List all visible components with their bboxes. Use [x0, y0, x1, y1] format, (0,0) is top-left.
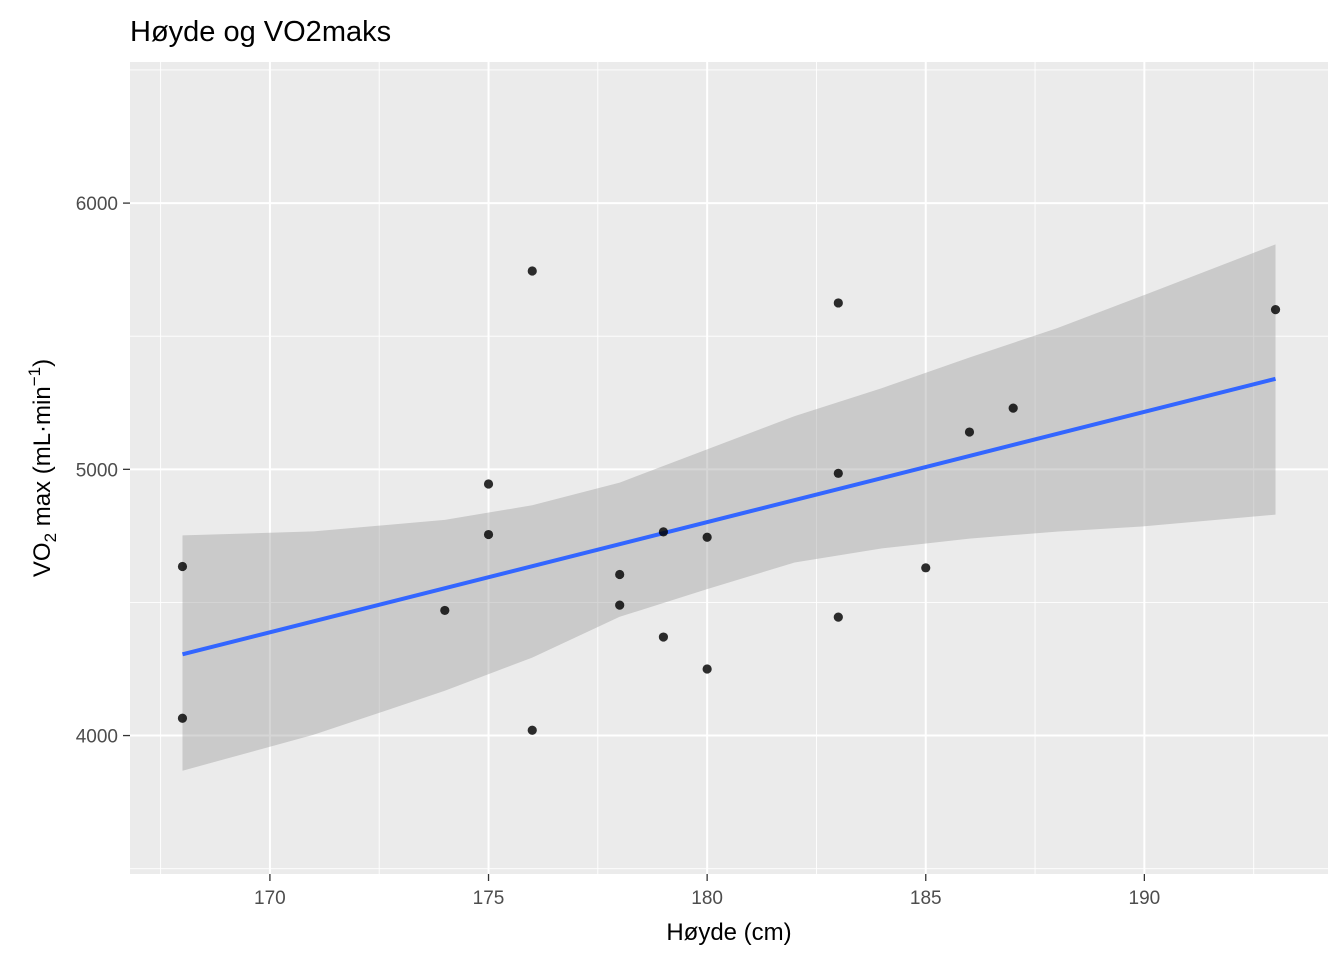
data-point — [702, 532, 712, 542]
data-point — [833, 612, 843, 622]
y-axis-title-prefix: VO — [29, 542, 56, 577]
x-axis: 170 175 180 185 190 — [254, 874, 1160, 909]
y-tick-label: 4000 — [76, 727, 118, 748]
y-axis: 4000 5000 6000 — [76, 194, 130, 748]
data-point — [483, 529, 494, 540]
data-point — [440, 605, 450, 616]
data-points — [177, 266, 1281, 735]
data-point — [483, 479, 494, 489]
data-point — [658, 527, 669, 537]
data-point — [658, 632, 669, 642]
data-point — [702, 664, 712, 674]
grid-major-y — [130, 202, 1328, 737]
data-point — [833, 468, 843, 478]
y-axis-title-middle: max (mL·min — [29, 386, 56, 533]
trend-line — [181, 376, 1277, 657]
y-axis-title-suffix: ) — [29, 359, 56, 367]
x-tick-label: 175 — [473, 888, 505, 909]
data-point — [527, 725, 537, 735]
x-tick-label: 170 — [254, 888, 286, 909]
data-point — [833, 298, 843, 308]
data-point — [177, 561, 188, 572]
y-tick-label: 5000 — [76, 460, 118, 481]
chart-title: Høyde og VO2maks — [130, 16, 391, 48]
data-point — [615, 600, 625, 610]
data-point — [527, 266, 537, 276]
x-tick-label: 180 — [691, 888, 723, 909]
y-axis-title: VO2 max (mL·min−1) — [25, 359, 60, 577]
y-axis-title-superscript: −1 — [25, 367, 44, 386]
y-axis-title-subscript: 2 — [41, 533, 60, 542]
grid-minor-x — [160, 62, 1255, 874]
x-tick-label: 190 — [1129, 888, 1161, 909]
data-point — [964, 427, 975, 437]
x-axis-title: Høyde (cm) — [666, 919, 791, 946]
data-point — [1008, 403, 1018, 413]
data-point — [615, 569, 625, 580]
data-point — [1270, 304, 1281, 315]
grid-minor-y — [130, 69, 1328, 870]
x-tick-label: 185 — [910, 888, 942, 909]
plot-panel — [130, 62, 1328, 874]
data-point — [177, 713, 188, 723]
confidence-band — [182, 244, 1276, 771]
data-point — [921, 563, 931, 573]
y-tick-label: 6000 — [76, 194, 118, 215]
